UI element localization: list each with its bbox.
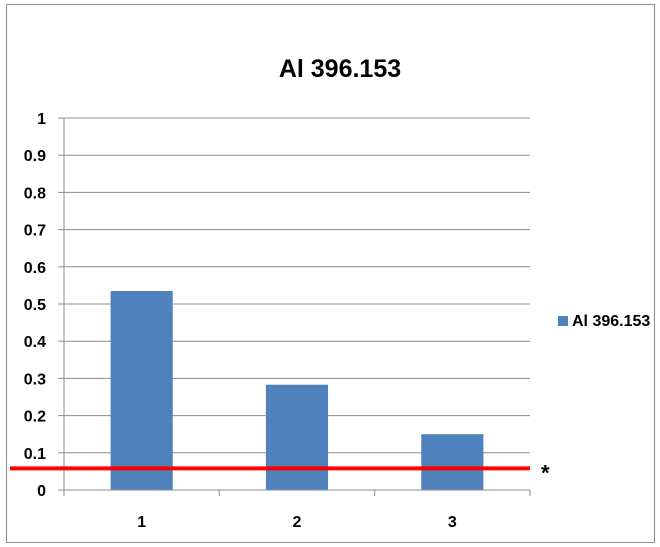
y-tick-label: 1: [37, 111, 46, 128]
x-axis-tick-labels: 1 2 3: [63, 490, 531, 531]
legend-label: Al 396.153: [572, 313, 650, 330]
y-tick-label: 0.8: [24, 185, 46, 202]
bars: [110, 290, 484, 490]
reference-line-marker: *: [541, 460, 550, 485]
y-tick-label: 0.5: [24, 297, 46, 314]
legend-swatch: [558, 316, 568, 326]
bar: [110, 290, 173, 490]
y-axis-tick-labels: 0 0.1 0.2 0.3 0.4 0.5 0.6 0.7 0.8 0.9 1: [24, 111, 64, 500]
y-tick-label: 0.6: [24, 260, 46, 277]
reference-line-group: *: [10, 460, 550, 485]
legend: Al 396.153: [558, 313, 650, 330]
axes: [63, 118, 530, 491]
x-tick-label: 3: [448, 514, 457, 531]
chart-title: Al 396.153: [279, 55, 401, 83]
y-tick-label: 0.1: [24, 446, 46, 463]
y-tick-label: 0.3: [24, 371, 46, 388]
bar: [265, 384, 329, 490]
y-tick-label: 0.4: [24, 334, 46, 351]
y-tick-label: 0.9: [24, 148, 46, 165]
y-tick-label: 0: [37, 483, 46, 500]
y-tick-label: 0.7: [24, 223, 46, 240]
x-tick-label: 1: [137, 514, 146, 531]
x-tick-label: 2: [293, 514, 302, 531]
bar: [421, 434, 484, 490]
y-tick-label: 0.2: [24, 409, 46, 426]
